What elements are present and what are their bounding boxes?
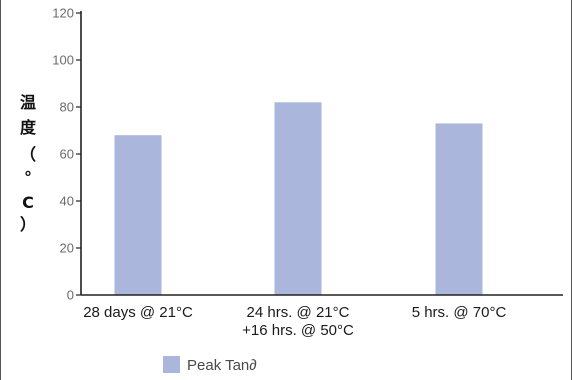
y-tick-label: 80 bbox=[60, 100, 74, 115]
y-tick-label: 120 bbox=[52, 6, 74, 21]
legend: Peak Tan∂ bbox=[163, 356, 257, 374]
x-tick-label: 28 days @ 21°C bbox=[83, 304, 193, 321]
bar bbox=[435, 123, 483, 295]
bar bbox=[274, 102, 322, 295]
y-axis-ticks: 0 20 40 60 80 100 120 bbox=[52, 6, 81, 303]
y-axis-label-char: C bbox=[22, 193, 34, 212]
y-axis-label-char: 度 bbox=[20, 118, 37, 137]
x-axis-labels: 28 days @ 21°C 24 hrs. @ 21°C +16 hrs. @ 5… bbox=[83, 304, 506, 339]
y-axis-label-char: （ bbox=[20, 145, 36, 164]
x-tick-label: 24 hrs. @ 21°C +16 hrs. @ 50°C bbox=[242, 304, 354, 339]
y-tick-label: 40 bbox=[60, 194, 74, 209]
axes bbox=[80, 11, 563, 296]
y-tick-label: 60 bbox=[60, 147, 74, 162]
y-axis-label: 温度 （ ° C ） bbox=[19, 93, 37, 234]
legend-label: Peak Tan∂ bbox=[187, 357, 257, 374]
bar bbox=[114, 135, 162, 295]
y-axis-label-char: ） bbox=[20, 215, 36, 234]
y-axis-label-char: ° bbox=[24, 168, 32, 187]
y-tick-label: 20 bbox=[60, 241, 74, 256]
x-tick-label: 5 hrs. @ 70°C bbox=[412, 304, 507, 321]
bars bbox=[114, 102, 483, 295]
y-tick-label: 0 bbox=[67, 288, 74, 303]
legend-swatch bbox=[163, 356, 180, 373]
y-tick-label: 100 bbox=[52, 53, 74, 68]
y-axis-label-char: 温 bbox=[19, 93, 36, 112]
